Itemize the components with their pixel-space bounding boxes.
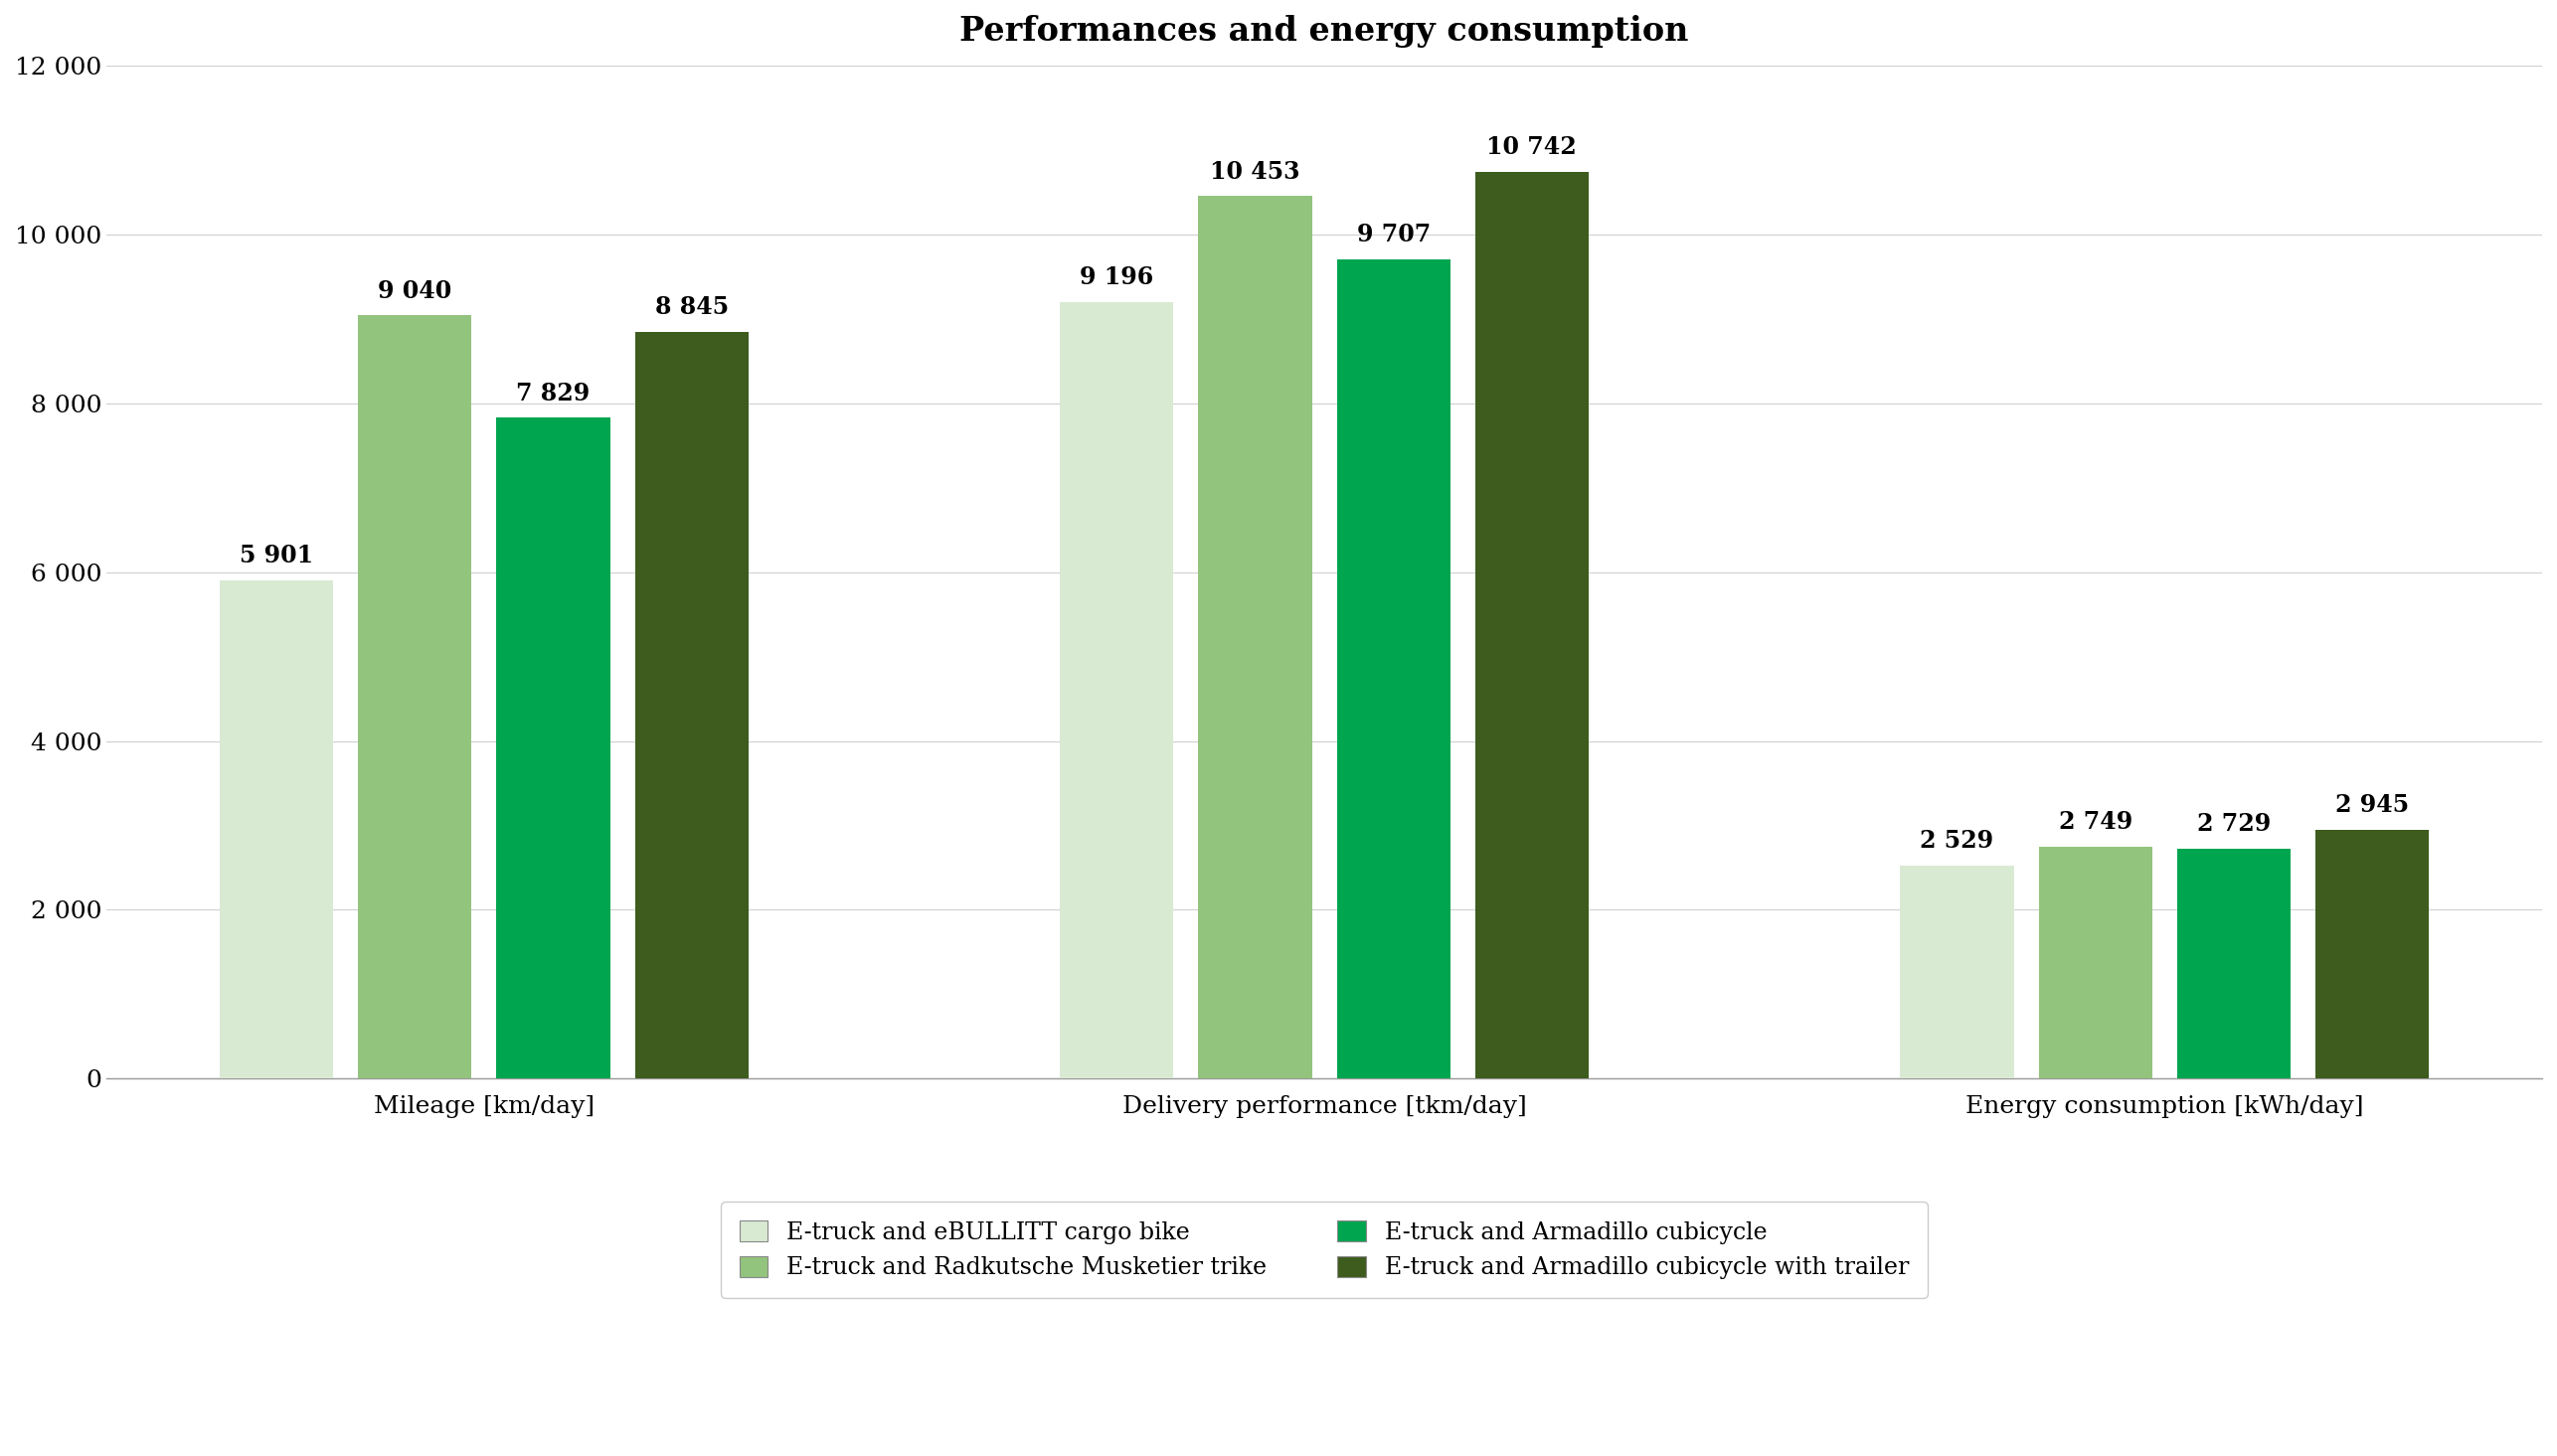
Title: Performances and energy consumption: Performances and energy consumption [959, 15, 1688, 48]
Bar [634, 332, 749, 1079]
Bar [220, 581, 332, 1079]
Text: 5 901: 5 901 [240, 545, 315, 568]
Bar [496, 418, 611, 1079]
Bar [1900, 865, 2015, 1079]
Text: 9 707: 9 707 [1358, 223, 1429, 246]
Text: 2 729: 2 729 [2196, 812, 2271, 836]
Text: 2 945: 2 945 [2335, 794, 2409, 817]
Bar [2314, 830, 2429, 1079]
Text: 7 829: 7 829 [517, 381, 591, 405]
Bar [1199, 197, 1312, 1079]
Bar [2038, 846, 2153, 1079]
Bar [1337, 259, 1450, 1079]
Bar [1475, 172, 1588, 1079]
Text: 10 453: 10 453 [1209, 160, 1299, 183]
Bar [1061, 303, 1174, 1079]
Text: 2 529: 2 529 [1920, 828, 1994, 853]
Bar [358, 316, 470, 1079]
Text: 8 845: 8 845 [655, 296, 729, 319]
Text: 10 742: 10 742 [1486, 135, 1578, 159]
Text: 9 040: 9 040 [378, 280, 453, 303]
Bar [2176, 849, 2291, 1079]
Legend: E-truck and eBULLITT cargo bike, E-truck and Radkutsche Musketier trike, E-truck: E-truck and eBULLITT cargo bike, E-truck… [721, 1201, 1928, 1299]
Text: 2 749: 2 749 [2058, 810, 2133, 834]
Text: 9 196: 9 196 [1079, 266, 1153, 290]
